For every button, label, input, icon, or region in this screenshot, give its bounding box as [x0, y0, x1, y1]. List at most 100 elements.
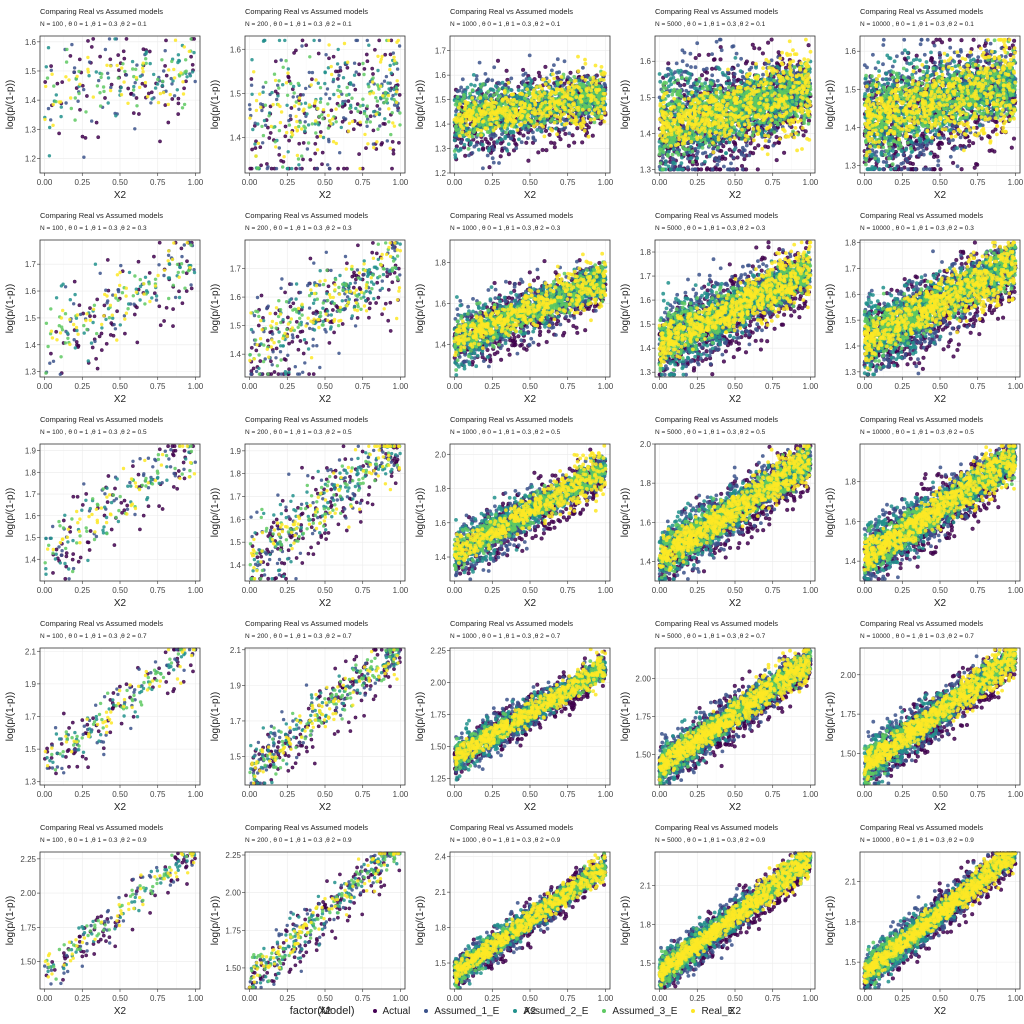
point-assumed-3-e: [362, 73, 365, 76]
point-assumed-1-e: [556, 57, 560, 61]
point-assumed-1-e: [528, 54, 532, 58]
point-actual: [366, 60, 369, 63]
point-assumed-1-e: [497, 161, 501, 165]
point-assumed-1-e: [194, 80, 197, 83]
point-assumed-1-e: [278, 146, 281, 149]
point-actual: [373, 48, 376, 51]
point-actual: [346, 66, 349, 69]
point-assumed-3-e: [274, 140, 277, 143]
point-real-e: [105, 64, 108, 67]
point-real-e: [347, 130, 350, 133]
point-assumed-1-e: [497, 81, 501, 85]
point-assumed-2-e: [268, 111, 271, 114]
y-tick-label: 1.4: [25, 96, 37, 105]
point-assumed-2-e: [332, 93, 335, 96]
point-assumed-1-e: [298, 167, 301, 170]
point-assumed-3-e: [145, 62, 148, 65]
point-actual: [371, 72, 374, 75]
point-assumed-3-e: [374, 96, 377, 99]
point-actual: [320, 163, 323, 166]
point-assumed-1-e: [264, 124, 267, 127]
point-assumed-3-e: [74, 96, 77, 99]
point-actual: [382, 122, 385, 125]
y-tick-label: 1.6: [25, 38, 37, 47]
point-real-e: [58, 100, 61, 103]
point-real-e: [372, 91, 375, 94]
point-real-e: [363, 133, 366, 136]
point-assumed-1-e: [125, 73, 128, 76]
point-assumed-1-e: [561, 84, 565, 88]
point-assumed-1-e: [344, 100, 347, 103]
point-assumed-2-e: [340, 126, 343, 129]
point-assumed-3-e: [156, 78, 159, 81]
point-assumed-1-e: [567, 132, 571, 136]
point-assumed-2-e: [261, 91, 264, 94]
panel-subtitle: N = 100 , θ 0 = 1 ,θ 1 = 0.3 ,θ 2 = 0.1: [40, 21, 147, 28]
point-actual: [314, 142, 317, 145]
point-assumed-3-e: [117, 76, 120, 79]
point-assumed-2-e: [323, 82, 326, 85]
point-actual: [298, 142, 301, 145]
point-assumed-2-e: [47, 46, 50, 49]
point-real-e: [327, 114, 330, 117]
point-assumed-1-e: [560, 128, 564, 132]
point-real-e: [343, 42, 346, 45]
point-assumed-2-e: [505, 149, 509, 153]
point-assumed-1-e: [248, 103, 251, 106]
point-assumed-1-e: [106, 72, 109, 75]
point-assumed-1-e: [73, 71, 76, 74]
point-assumed-2-e: [341, 102, 344, 105]
point-assumed-3-e: [468, 92, 472, 96]
point-assumed-3-e: [99, 76, 102, 79]
point-assumed-3-e: [77, 92, 80, 95]
point-assumed-3-e: [467, 147, 471, 151]
point-actual: [141, 82, 144, 85]
point-assumed-3-e: [471, 88, 475, 92]
point-actual: [392, 149, 395, 152]
point-assumed-2-e: [463, 143, 467, 147]
point-real-e: [381, 94, 384, 97]
point-actual: [363, 67, 366, 70]
point-real-e: [346, 61, 349, 64]
point-assumed-2-e: [253, 142, 256, 145]
point-real-e: [167, 68, 170, 71]
point-assumed-1-e: [170, 82, 173, 85]
point-actual: [57, 132, 60, 135]
point-actual: [69, 54, 72, 57]
point-assumed-2-e: [465, 138, 469, 142]
point-assumed-2-e: [528, 77, 532, 81]
point-real-e: [282, 155, 285, 158]
point-actual: [78, 108, 81, 111]
point-assumed-3-e: [281, 165, 284, 168]
point-assumed-3-e: [367, 85, 370, 88]
panel-subtitle: N = 1000 , θ 0 = 1 ,θ 1 = 0.3 ,θ 2 = 0.1: [450, 21, 561, 28]
point-real-e: [179, 71, 182, 74]
point-assumed-3-e: [497, 87, 501, 91]
point-assumed-1-e: [383, 80, 386, 83]
point-actual: [319, 130, 322, 133]
point-assumed-3-e: [361, 98, 364, 101]
point-actual: [171, 97, 174, 100]
point-assumed-3-e: [304, 126, 307, 129]
point-actual: [317, 52, 320, 55]
point-actual: [265, 162, 268, 165]
point-assumed-3-e: [369, 120, 372, 123]
point-actual: [571, 133, 575, 137]
point-assumed-1-e: [510, 136, 514, 140]
point-actual: [90, 45, 93, 48]
point-real-e: [294, 115, 297, 118]
point-real-e: [188, 50, 191, 53]
point-real-e: [285, 81, 288, 84]
point-assumed-2-e: [251, 128, 254, 131]
point-real-e: [322, 108, 325, 111]
point-real-e: [314, 78, 317, 81]
point-assumed-3-e: [319, 86, 322, 89]
y-axis-label: log(p/(1-p)): [5, 80, 16, 129]
point-actual: [364, 146, 367, 149]
point-real-e: [296, 129, 299, 132]
point-assumed-3-e: [297, 157, 300, 160]
point-assumed-3-e: [356, 110, 359, 113]
x-tick-label: 0.50: [317, 178, 333, 187]
point-real-e: [329, 122, 332, 125]
point-real-e: [328, 119, 331, 122]
